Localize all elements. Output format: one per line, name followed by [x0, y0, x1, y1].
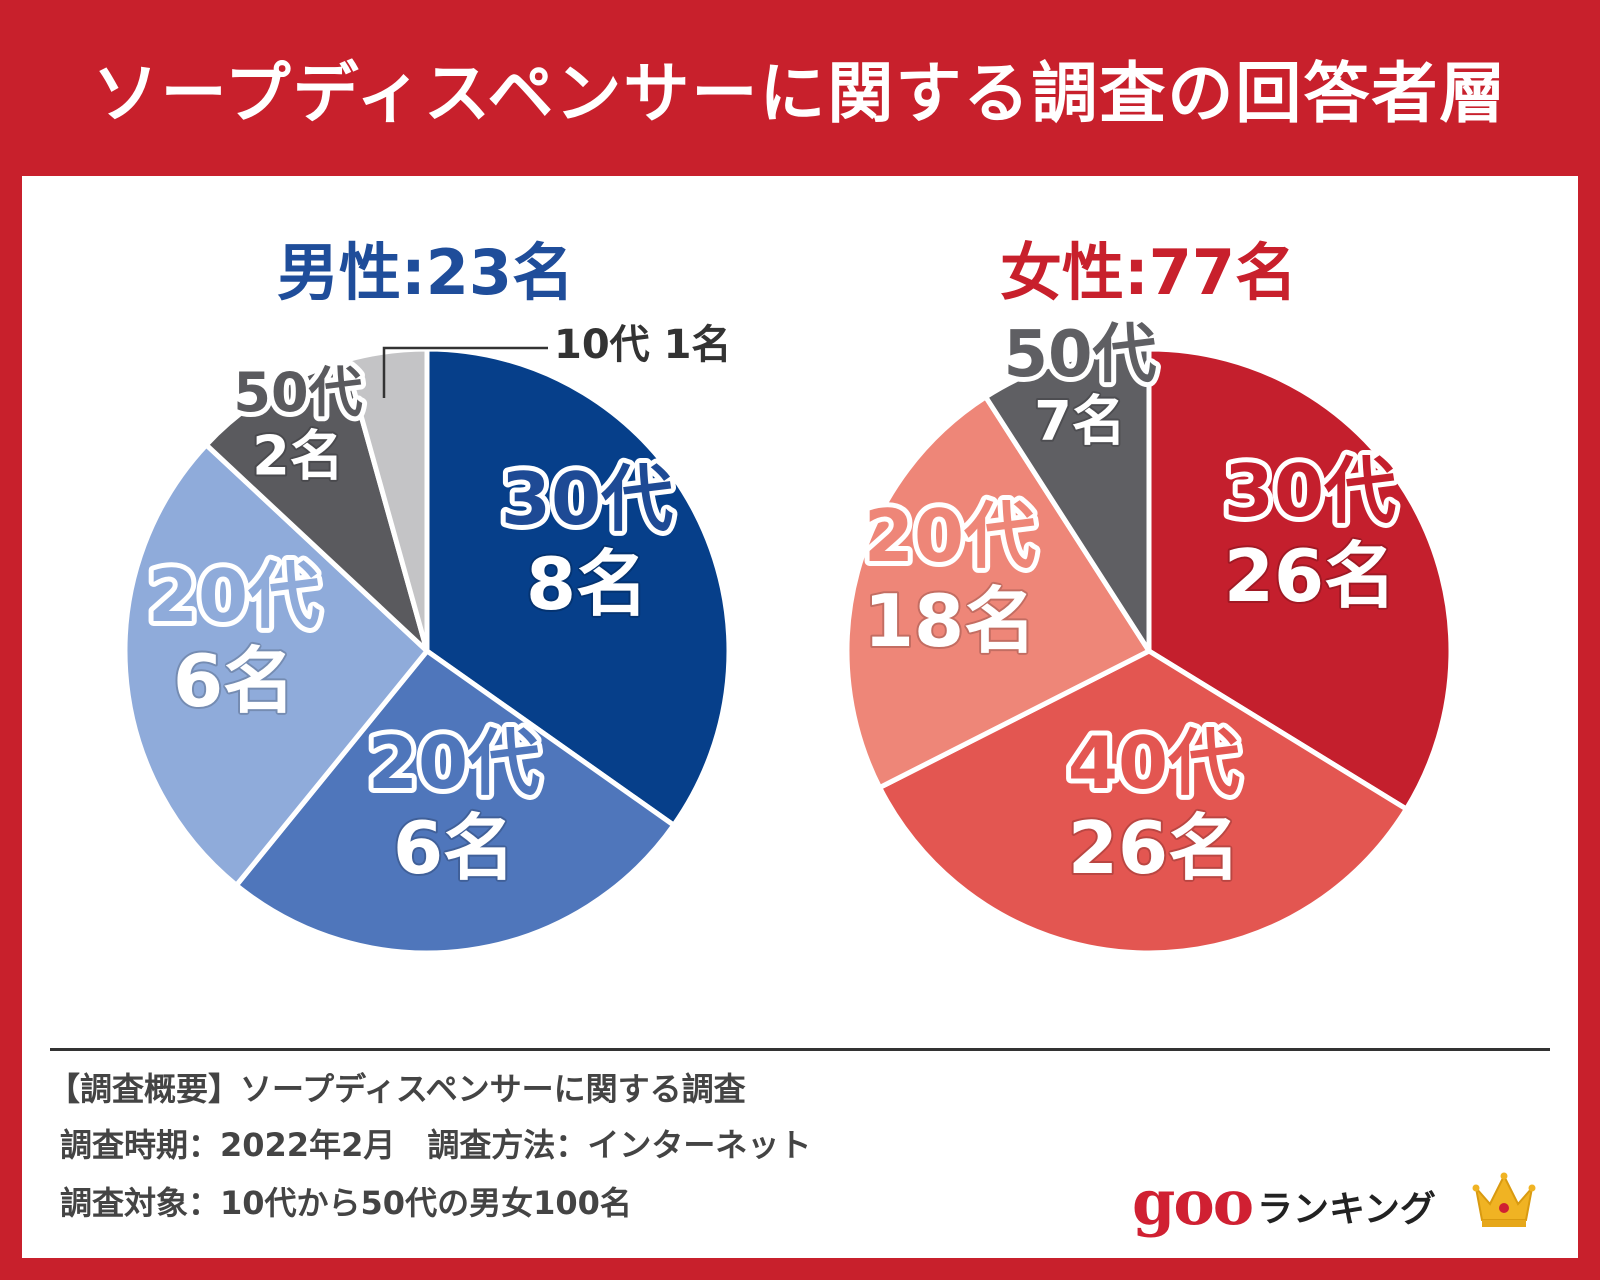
pie-slice-male-2 — [122, 442, 430, 888]
slice-age-label: 50代 — [1003, 318, 1156, 392]
slice-count-label: 26名 — [1224, 534, 1396, 618]
pie-slice-female-2 — [844, 394, 1152, 791]
slice-count-label: 18名 — [864, 579, 1036, 663]
slice-age-label: 40代 — [1068, 721, 1240, 805]
slice-count-label: 6名 — [393, 806, 515, 890]
pie-slice-male-0 — [424, 346, 732, 828]
survey-period-method: 調査時期：2022年2月 調査方法：インターネット — [60, 1126, 812, 1164]
slice-count-label: 7名 — [1034, 390, 1126, 453]
content-panel: 男性:23名 女性:77名 30代 8名 20代 6名 20代 6名 50代 2名 30代 26… — [22, 176, 1578, 1258]
callout-teens: 10代 1名 — [382, 322, 731, 398]
divider — [50, 1048, 1550, 1051]
slice-age-label: 30代 — [501, 457, 673, 541]
crown-icon — [1472, 1172, 1536, 1227]
slice-count-label: 8名 — [526, 542, 648, 626]
slice-age-label: 20代 — [864, 494, 1036, 578]
slice-count-label: 2名 — [252, 425, 344, 488]
pie-slice-female-0 — [1146, 346, 1454, 812]
goo-ranking-logo: goo ランキング — [1132, 1166, 1562, 1246]
slice-age-label: 50代 — [233, 361, 362, 424]
pie-slice-female-3 — [983, 346, 1152, 654]
page-title: ソープディスペンサーに関する調査の回答者層 — [92, 55, 1508, 132]
slice-age-label: 20代 — [148, 554, 320, 638]
survey-summary: 【調査概要】ソープディスペンサーに関する調査 — [48, 1070, 746, 1108]
slice-age-label: 30代 — [1224, 449, 1396, 533]
male-chart-title: 男性:23名 — [277, 236, 574, 309]
logo-ranking-text: ランキング — [1257, 1189, 1436, 1230]
slice-age-label: 20代 — [368, 721, 540, 805]
pie-slice-female-1 — [877, 648, 1409, 956]
logo-goo: goo — [1132, 1166, 1254, 1239]
slice-count-label: 26名 — [1068, 806, 1240, 890]
slice-count-label: 6名 — [173, 639, 295, 723]
callout-label: 10代 1名 — [554, 322, 731, 368]
callout-leader-line — [382, 346, 548, 398]
pie-slice-male-1 — [233, 648, 677, 956]
pie-slice-male-3 — [203, 357, 430, 654]
female-chart-title: 女性:77名 — [1000, 236, 1297, 309]
survey-target: 調査対象：10代から50代の男女100名 — [60, 1184, 632, 1222]
